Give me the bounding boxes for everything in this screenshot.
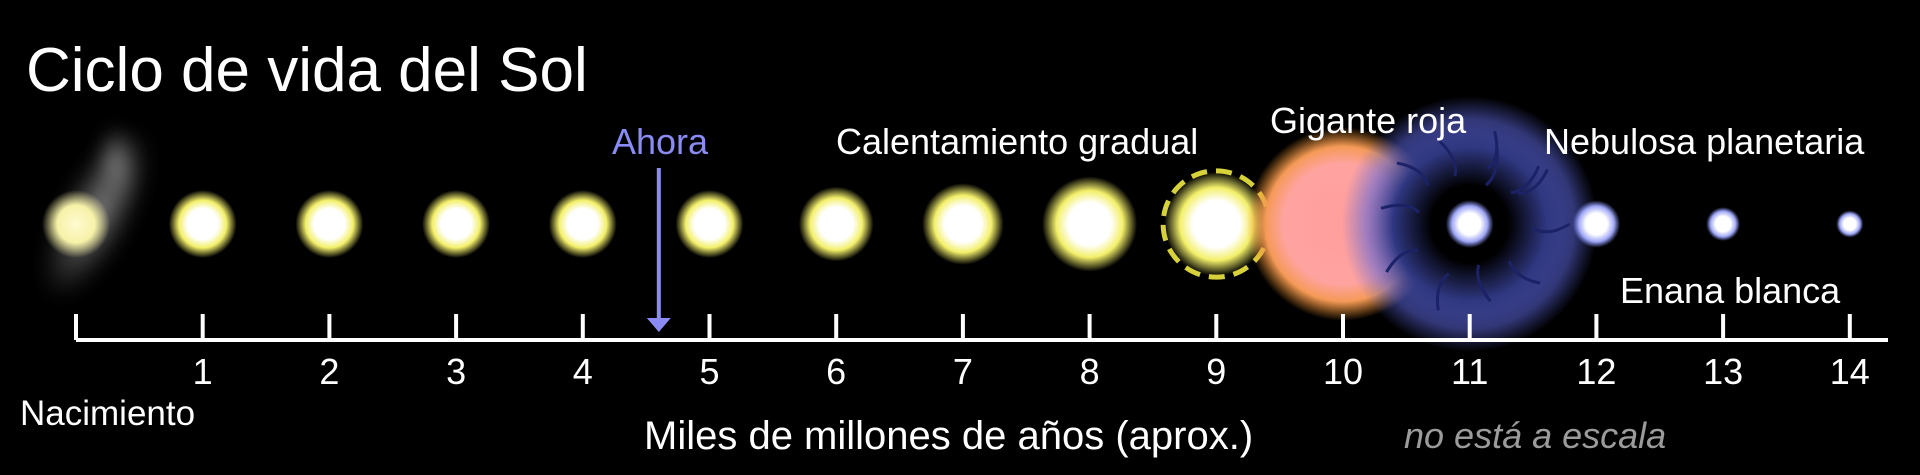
sun-body (922, 183, 1004, 265)
tick-label-4: 4 (572, 351, 593, 392)
protostar-core (42, 190, 110, 258)
star-white-dwarf-12 (1572, 200, 1621, 248)
timeline-axis (74, 314, 1888, 342)
star-nebula-11 (1341, 96, 1598, 352)
nebula-filament (1396, 161, 1430, 186)
red-giant-label: Gigante roja (1270, 100, 1467, 141)
nebula-filament (1486, 130, 1499, 170)
axis-title: Miles de millones de años (aprox.) (644, 414, 1254, 458)
white-dwarf-body (1706, 207, 1741, 241)
white-dwarf-body (1572, 200, 1621, 248)
diagram-title: Ciclo de vida del Sol (26, 36, 588, 105)
birth-label: Nacimiento (20, 394, 196, 433)
now-arrow (646, 168, 671, 332)
nebula-filament (1435, 272, 1450, 311)
sun-body (1164, 171, 1269, 277)
tick-label-3: 3 (446, 351, 467, 392)
gradual-heating-label: Calentamiento gradual (836, 121, 1199, 162)
tick-label-10: 10 (1322, 351, 1364, 392)
tick-label-1: 1 (192, 351, 213, 392)
star-sun-3 (422, 190, 491, 258)
nebula-filament (1530, 222, 1571, 234)
central-white-dwarf (1445, 200, 1494, 248)
now-label: Ahora (612, 121, 709, 162)
star-white-dwarf-13 (1706, 207, 1741, 241)
gas-cloud-upper (98, 124, 134, 204)
sun-body (675, 190, 744, 258)
sun-body (798, 186, 874, 262)
star-sun-7 (922, 183, 1004, 265)
sun-body (548, 190, 617, 258)
star-sun-1 (168, 190, 237, 258)
star-white-dwarf-14 (1836, 210, 1864, 238)
planetary-nebula-label: Nebulosa planetaria (1544, 121, 1865, 162)
nebula-filament (1385, 248, 1419, 273)
nebula-filament (1510, 165, 1541, 195)
star-sun-2 (295, 190, 364, 258)
white-dwarf-body (1836, 210, 1864, 238)
star-sun-4 (548, 190, 617, 258)
star-sun-6 (798, 186, 874, 262)
sun-body (295, 190, 364, 258)
tick-label-9: 9 (1206, 351, 1227, 392)
tick-label-6: 6 (826, 351, 847, 392)
nebula-filament (1438, 140, 1458, 177)
tick-label-14: 14 (1829, 351, 1870, 392)
star-sun-5 (675, 190, 744, 258)
star-protostar-0 (41, 124, 151, 300)
white-dwarf-label: Enana blanca (1620, 270, 1841, 311)
scale-note: no está a escala (1404, 415, 1667, 456)
nebula-filament (1380, 203, 1421, 214)
tick-label-2: 2 (319, 351, 340, 392)
sun-body (422, 190, 491, 258)
tick-label-8: 8 (1079, 351, 1100, 392)
sun-body (168, 190, 237, 258)
nebula-filament (1507, 260, 1541, 285)
tick-label-5: 5 (699, 351, 720, 392)
sun-body (1042, 176, 1138, 272)
tick-label-13: 13 (1703, 351, 1744, 392)
star-stages (41, 96, 1864, 352)
now-arrow-head (646, 318, 671, 332)
tick-label-12: 12 (1576, 351, 1617, 392)
tick-label-7: 7 (952, 351, 973, 392)
nebula-filament (1517, 168, 1549, 196)
star-sun-8 (1042, 176, 1138, 272)
tick-label-11: 11 (1451, 351, 1489, 392)
nebula-filament (1476, 264, 1492, 303)
